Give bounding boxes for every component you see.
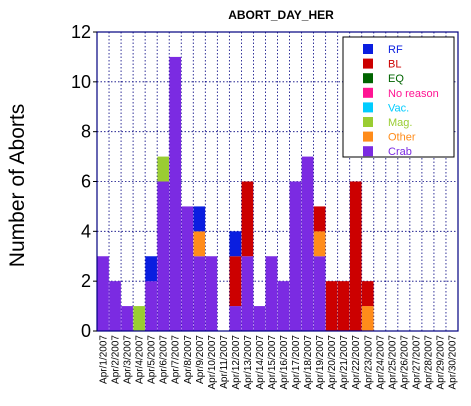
legend-label-eq: EQ <box>388 73 404 85</box>
bar-crab-apr-16-2007 <box>277 281 290 331</box>
y-tick-label: 12 <box>71 22 91 42</box>
bar-crab-apr-17-2007 <box>289 181 302 331</box>
bar-bl-apr-20-2007 <box>325 281 338 331</box>
bar-crab-apr-1-2007 <box>97 256 109 331</box>
x-tick-label: Apr/6/2007 <box>159 335 170 384</box>
x-tick-label: Apr/18/2007 <box>303 335 314 390</box>
y-tick-labels: 0 2 4 6 8 10 12 <box>71 22 91 341</box>
y-axis-label: Number of Aborts <box>6 104 29 267</box>
legend-box <box>342 36 455 158</box>
bar-crab-apr-18-2007 <box>301 156 314 331</box>
bars <box>97 56 374 332</box>
x-tick-label: Apr/28/2007 <box>423 335 434 390</box>
bar-crab-apr-7-2007 <box>169 56 182 332</box>
legend-swatch-mag- <box>363 117 373 127</box>
y-tick-label: 6 <box>81 172 91 192</box>
legend-label-vac-: Vac. <box>388 102 409 114</box>
legend-label-other: Other <box>388 132 416 144</box>
x-tick-label: Apr/10/2007 <box>207 335 218 390</box>
legend-swatch-other <box>363 131 373 142</box>
bar-crab-apr-9-2007 <box>193 256 206 331</box>
legend-label-bl: BL <box>388 59 401 71</box>
x-tick-labels: Apr/1/2007 Apr/2/2007 Apr/3/2007 Apr/4/2007… <box>99 335 459 390</box>
bar-rf-apr-5-2007 <box>145 256 157 282</box>
bar-other-apr-23-2007 <box>361 306 374 331</box>
x-tick-label: Apr/13/2007 <box>243 335 254 390</box>
bar-crab-apr-13-2007 <box>241 256 254 331</box>
legend-swatch-vac- <box>363 102 373 113</box>
bar-crab-apr-15-2007 <box>265 256 278 331</box>
bar-crab-apr-12-2007 <box>229 306 242 331</box>
legend-label-no-reason: No reason <box>388 88 439 100</box>
x-tick-label: Apr/14/2007 <box>255 335 266 390</box>
bar-crab-apr-10-2007 <box>205 256 218 331</box>
x-tick-label: Apr/20/2007 <box>327 335 338 390</box>
bar-bl-apr-19-2007 <box>313 206 326 232</box>
x-tick-label: Apr/27/2007 <box>411 335 422 390</box>
x-tick-label: Apr/9/2007 <box>195 335 206 384</box>
bar-bl-apr-12-2007 <box>229 256 242 307</box>
x-tick-label: Apr/8/2007 <box>183 335 194 384</box>
x-tick-label: Apr/7/2007 <box>171 335 182 384</box>
chart-title: ABORT_DAY_HER <box>228 8 334 22</box>
x-tick-label: Apr/21/2007 <box>339 335 350 390</box>
x-tick-label: Apr/4/2007 <box>135 335 146 384</box>
legend-label-crab: Crab <box>388 146 412 158</box>
axes <box>93 31 459 332</box>
legend-swatch-eq <box>363 73 373 84</box>
y-tick-label: 4 <box>81 221 91 241</box>
x-tick-label: Apr/22/2007 <box>351 335 362 390</box>
y-tick-label: 8 <box>81 122 91 142</box>
x-tick-label: Apr/11/2007 <box>219 335 230 389</box>
bar-mag--apr-4-2007 <box>133 306 145 331</box>
legend-swatch-bl <box>363 58 373 69</box>
bar-bl-apr-23-2007 <box>361 281 374 307</box>
bar-bl-apr-22-2007 <box>349 181 362 331</box>
bar-rf-apr-12-2007 <box>229 231 242 257</box>
y-tick-label: 2 <box>81 271 91 291</box>
bar-crab-apr-8-2007 <box>181 206 194 331</box>
x-tick-label: Apr/19/2007 <box>315 335 326 390</box>
x-tick-label: Apr/29/2007 <box>435 335 446 390</box>
legend-swatch-no-reason <box>363 87 373 98</box>
x-tick-label: Apr/12/2007 <box>231 335 242 390</box>
legend-label-mag-: Mag. <box>388 117 412 129</box>
x-tick-label: Apr/23/2007 <box>363 335 374 390</box>
legend-label-rf: RF <box>388 44 403 56</box>
x-tick-label: Apr/1/2007 <box>99 335 110 384</box>
bar-mag--apr-6-2007 <box>157 156 169 182</box>
x-tick-label: Apr/15/2007 <box>267 335 278 390</box>
legend-swatch-rf <box>363 44 373 54</box>
x-tick-label: Apr/25/2007 <box>387 335 398 390</box>
x-tick-label: Apr/16/2007 <box>279 335 290 390</box>
y-tick-label: 10 <box>71 72 91 92</box>
bar-crab-apr-6-2007 <box>157 181 169 331</box>
bar-crab-apr-19-2007 <box>313 256 326 331</box>
bar-bl-apr-13-2007 <box>241 181 254 257</box>
x-tick-label: Apr/30/2007 <box>447 335 458 390</box>
bar-crab-apr-2-2007 <box>109 281 121 331</box>
bar-crab-apr-14-2007 <box>253 306 266 331</box>
x-tick-label: Apr/2/2007 <box>111 335 122 384</box>
bar-crab-apr-5-2007 <box>145 281 157 331</box>
x-tick-label: Apr/3/2007 <box>123 335 134 384</box>
x-tick-label: Apr/24/2007 <box>375 335 386 390</box>
legend: RF BL EQ No reason Vac. Mag. Other Crab <box>342 36 455 158</box>
bar-bl-apr-21-2007 <box>337 281 350 331</box>
bar-other-apr-9-2007 <box>193 231 206 257</box>
x-tick-label: Apr/26/2007 <box>399 335 410 390</box>
y-tick-label: 0 <box>81 321 91 341</box>
bar-rf-apr-9-2007 <box>193 206 206 232</box>
bar-crab-apr-3-2007 <box>121 306 133 331</box>
bar-other-apr-19-2007 <box>313 231 326 257</box>
x-tick-label: Apr/5/2007 <box>147 335 158 384</box>
x-tick-label: Apr/17/2007 <box>291 335 302 390</box>
legend-swatch-crab <box>363 146 373 157</box>
